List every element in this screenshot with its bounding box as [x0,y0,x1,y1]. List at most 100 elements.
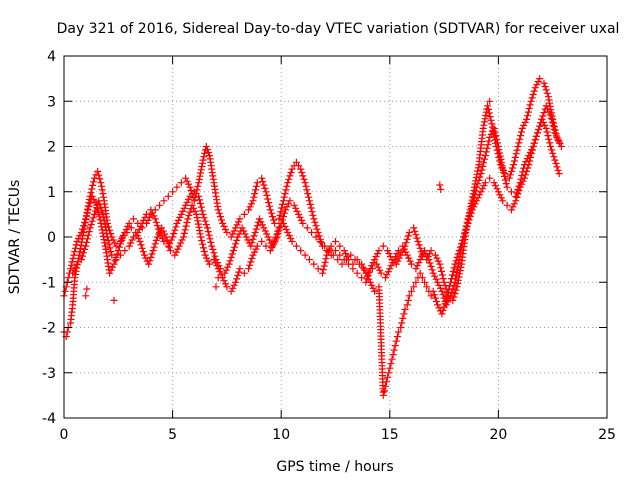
y-tick-label: 1 [47,185,56,201]
data-point [245,206,253,214]
data-point [403,251,411,259]
data-point [110,260,118,268]
y-tick-label: 2 [47,140,56,156]
data-point [262,188,270,196]
data-point [79,252,86,260]
data-point [137,241,145,249]
data-point [365,268,373,276]
data-point [555,138,563,146]
data-point [232,278,240,286]
data-point [439,275,447,283]
data-point [271,236,279,244]
data-point [84,231,92,239]
data-point [512,150,520,158]
data-point [180,229,188,237]
data-point [257,218,265,226]
data-point [393,333,401,341]
data-point [141,213,149,221]
data-point [266,202,273,210]
data-point [86,224,94,232]
data-point [551,129,559,137]
data-point [324,248,332,256]
data-point [253,222,261,230]
data-point [421,278,429,286]
data-point [343,253,351,261]
data-point [494,188,502,196]
data-point [361,266,368,274]
data-point [82,292,90,300]
data-point [416,244,424,252]
data-point [240,269,248,277]
data-point [480,118,488,126]
data-point [349,260,357,268]
data-point [277,208,285,216]
data-point [225,260,233,268]
data-point [231,243,238,251]
data-point [61,287,69,295]
data-point [152,218,160,226]
data-point [440,294,448,302]
data-point [87,189,95,197]
data-point [186,208,194,216]
data-point [112,256,120,264]
data-point [287,169,295,176]
data-point [404,296,412,304]
data-point [183,177,191,185]
data-point [148,250,156,258]
data-point [166,239,174,247]
data-point [258,238,266,245]
data-point [248,255,256,262]
data-point [137,222,145,230]
data-point [127,224,135,232]
data-point [461,229,468,237]
data-point [413,234,421,242]
data-point [373,260,381,268]
data-point [416,256,424,264]
data-point [300,175,308,183]
data-point [235,218,242,226]
data-point [95,171,103,179]
data-point [266,206,274,214]
data-point [517,128,525,136]
data-point [520,121,528,129]
data-point [320,262,328,270]
data-point [228,250,236,258]
data-markers [60,75,565,399]
data-point [240,227,248,235]
data-point [160,197,168,205]
data-point [435,304,443,312]
data-point [449,267,457,275]
data-point [529,91,537,98]
data-point [87,221,95,229]
data-point [376,266,384,274]
data-point [227,253,235,261]
data-point [536,75,544,83]
data-point [402,248,410,256]
data-point [83,285,91,293]
data-point [412,231,420,239]
data-point [315,232,323,240]
data-point [232,224,240,232]
data-point [269,213,276,221]
data-point [108,251,116,259]
data-point [528,146,536,153]
data-point [437,186,445,193]
data-point [299,219,307,227]
data-point [444,298,452,306]
data-point [190,204,198,212]
data-point [107,248,115,255]
data-point [119,232,127,239]
data-point [273,233,281,241]
data-point [484,141,492,149]
data-point [383,271,391,279]
data-point [542,102,550,110]
data-point [544,132,552,140]
data-point [285,175,293,183]
data-point [136,238,144,245]
data-point [411,227,419,235]
data-point [509,164,516,172]
data-point [555,170,563,178]
data-point [466,208,474,216]
data-point [457,249,464,257]
data-point [184,215,192,223]
